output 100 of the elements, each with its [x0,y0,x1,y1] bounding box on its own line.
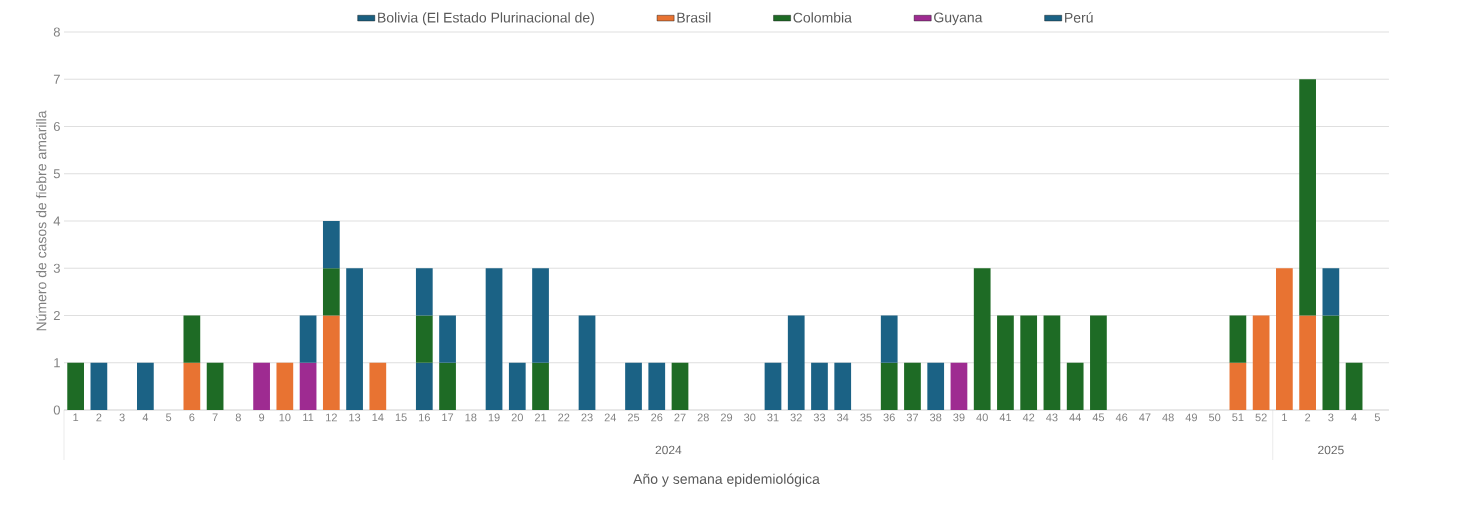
legend-label: Perú [1065,12,1093,23]
bar [183,315,201,363]
bar [532,268,549,363]
x-tick-label: 35 [860,413,872,422]
x-tick-label: 23 [581,413,593,422]
x-tick-label: 1 [73,413,79,422]
x-tick-label: 19 [488,413,500,422]
bar [299,362,317,410]
x-tick-label: 41 [999,413,1012,422]
bar [648,362,666,410]
x-tick-label: 47 [1139,413,1151,422]
bar [1252,315,1270,410]
x-tick-label: 12 [326,413,337,422]
bar [880,362,898,410]
bar [346,268,363,410]
bar [276,362,294,410]
x-tick-label: 50 [1208,413,1221,422]
bar [369,362,387,410]
y-tick-label: 6 [53,121,60,132]
x-tick-label: 3 [119,413,125,422]
x-tick-label: 27 [674,413,686,422]
y-tick-label: 3 [53,263,60,273]
x-tick-label: 45 [1092,413,1105,422]
bar [1229,315,1247,363]
x-tick-label: 10 [279,413,291,422]
bar [834,362,852,410]
bar [997,315,1014,410]
bar [439,362,456,410]
x-tick-label: 52 [1255,413,1267,422]
bar [904,362,921,410]
legend-label: Bolivia (El Estado Plurinacional de) [378,12,594,26]
bar [508,362,526,410]
x-tick-label: 29 [720,413,733,422]
x-tick-label: 49 [1185,413,1197,422]
bar [787,315,805,410]
bar [1020,315,1038,410]
bar [415,315,433,363]
x-tick-label: 17 [442,413,454,422]
x-tick-label: 43 [1046,413,1058,422]
bar [671,362,689,410]
bar [322,268,340,316]
bar [764,362,782,410]
x-tick-label: 25 [627,413,640,422]
x-tick-label: 13 [349,413,361,422]
bar [1322,268,1340,316]
x-tick-label: 6 [189,413,195,422]
bar [927,362,945,410]
x-tick-label: 48 [1162,413,1174,422]
y-tick-label: 0 [53,405,60,415]
x-tick-label: 24 [604,413,617,422]
text: 2024 [655,445,682,455]
x-tick-label: 16 [419,413,430,422]
y-tick-label: 2 [53,310,60,321]
x-tick-label: 8 [235,413,241,422]
x-tick-label: 42 [1022,413,1035,422]
y-tick-label: 8 [53,27,60,37]
x-tick-label: 22 [558,413,570,422]
bar [253,362,270,410]
x-tick-label: 33 [813,413,826,422]
bar [322,220,340,269]
bar [950,362,968,410]
bar [415,362,433,410]
x-tick-label: 32 [790,413,802,422]
x-tick-label: 37 [906,413,919,422]
x-tick-label: 39 [953,413,965,422]
bar [532,362,549,410]
x-tick-label: 38 [930,413,942,422]
bar [1322,315,1340,410]
bar [880,315,898,363]
bar [1276,268,1293,410]
x-tick-label: 2 [1305,413,1311,422]
bar [1229,362,1247,410]
y-tick-label: 7 [53,74,60,84]
x-tick-label: 7 [212,413,218,422]
bar [811,362,828,410]
legend-label: Colombia [793,12,852,23]
bar [137,362,154,410]
x-tick-label: 5 [1374,413,1380,422]
bar [415,268,433,316]
x-tick-label: 30 [744,413,756,422]
bar [439,315,456,363]
x-tick-label: 5 [166,413,172,422]
x-tick-label: 3 [1328,413,1334,422]
x-tick-label: 2 [96,413,102,422]
bar [183,362,201,410]
bar [67,362,84,410]
x-tick-label: 4 [1351,413,1357,422]
x-tick-label: 28 [697,413,709,422]
x-tick-label: 40 [976,413,988,422]
bar [578,315,596,410]
bar [625,362,642,410]
x-tick-label: 20 [511,413,523,422]
x-tick-label: 36 [883,413,895,422]
x-tick-label: 14 [372,413,384,422]
x-tick-label: 11 [303,413,314,422]
bar [1345,362,1363,410]
x-tick-label: 4 [142,413,149,422]
x-tick-label: 18 [465,413,477,422]
bar [1066,362,1084,410]
bar [485,268,503,410]
